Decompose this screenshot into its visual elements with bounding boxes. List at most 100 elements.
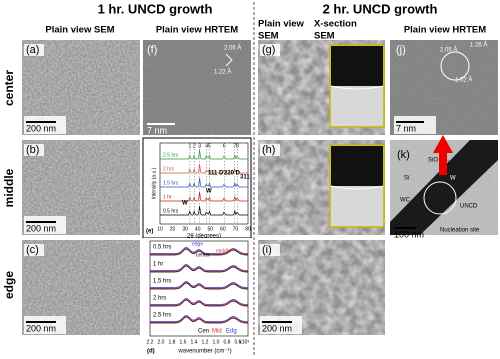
series-label: 0.5 hrs: [163, 208, 179, 214]
raman-trace: [150, 316, 248, 324]
column-title: Plain view HRTEM: [156, 25, 238, 36]
scale-label: 100 nm: [394, 229, 424, 239]
x-tick-label: 1.4: [191, 339, 198, 345]
legend-label: Cen: [198, 329, 209, 335]
series-label: 1 hr: [163, 194, 172, 200]
panel-label: (h): [262, 144, 275, 156]
spacing-label: 1.22 Å: [214, 69, 231, 76]
column-title: Plain view: [258, 19, 305, 30]
x-tick-label: 1.8: [169, 339, 176, 345]
series-label: 2.5 hrs: [153, 313, 171, 319]
label-bg: [24, 216, 66, 234]
peak-label: W: [182, 201, 188, 207]
panel-label: (c): [26, 244, 39, 256]
peak-label: 220 D: [224, 171, 241, 177]
group-title: 2 hr. UNCD growth: [323, 1, 438, 16]
peak-number: 2: [193, 143, 196, 149]
x-tick-label: 30: [182, 226, 188, 232]
raman-trace: [150, 265, 248, 273]
panel-label: (j): [396, 44, 406, 56]
xrd-trace: [160, 205, 248, 216]
raman-trace: [150, 282, 248, 290]
panel-label: (d): [147, 349, 155, 355]
scale-label: 200 nm: [26, 123, 56, 133]
inset-film: [331, 46, 383, 86]
x-tick-label: 2.0: [158, 339, 165, 345]
raman-trace: [150, 248, 248, 256]
red-arrow: [433, 135, 453, 175]
label-bg: [24, 316, 66, 334]
row-label: center: [2, 70, 16, 106]
column-title: Plain view SEM: [45, 25, 114, 36]
x-tick-label: 80: [245, 226, 251, 232]
legend-label: Edg: [226, 329, 237, 335]
plot-frame: [159, 142, 249, 225]
label-bg: [260, 316, 302, 334]
panels: (a) 200 nm (b) 200 nm (c) 200 nm (f) 2.06 Å 1.22…: [22, 40, 498, 335]
x-tick-label: 1.6: [180, 339, 187, 345]
raman-trace: [150, 264, 248, 272]
inset-edge: [330, 185, 384, 190]
scale-label: 200 nm: [26, 223, 56, 233]
chart-bg: [143, 238, 251, 358]
x-tick-label: 50: [208, 226, 214, 232]
panel-label: (g): [262, 44, 275, 56]
panel-label: (b): [26, 144, 39, 156]
scale-label: 200 nm: [26, 323, 56, 333]
raman-trace: [150, 264, 248, 271]
x-tick-label: 0.6: [235, 339, 242, 345]
x-tick-label: 0.8: [224, 339, 231, 345]
peak-number: 8: [236, 143, 239, 149]
annotation: SiO: [428, 158, 438, 164]
series-label: 2.5 hrs: [163, 152, 179, 158]
arrow: [225, 53, 233, 67]
legend-label: Mid: [212, 329, 222, 335]
inset-edge: [330, 85, 384, 90]
annotation: Si: [404, 176, 409, 182]
column-title: X-section: [314, 19, 357, 30]
x-tick-label: 20: [170, 226, 176, 232]
panel-label: (k): [397, 149, 410, 161]
axis-label: Intensity (a.u.): [151, 167, 157, 199]
raman-trace: [150, 281, 248, 288]
annotation: Nucleation site: [440, 228, 480, 234]
label-bg: [260, 244, 280, 256]
label-bg: [24, 116, 66, 134]
axis-label: wavenumber (cm⁻¹): [177, 349, 231, 355]
peak-label: 111 D: [208, 171, 224, 177]
label-bg: [24, 144, 44, 156]
series-label: 1 hr: [153, 262, 163, 268]
panel-label: (e): [146, 229, 153, 235]
xrd-trace: [160, 177, 248, 188]
peak-number: 4: [205, 143, 208, 149]
raman-trace: [150, 299, 248, 307]
column-title: SEM: [258, 31, 279, 42]
grain-outline: [440, 51, 470, 81]
peak-number: 7: [233, 143, 236, 149]
series-label: 1.5 hrs: [153, 279, 171, 285]
panel-label: (i): [262, 244, 272, 256]
group-title: 1 hr. UNCD growth: [98, 1, 213, 16]
scale-label: 200 nm: [262, 323, 292, 333]
raman-trace: [150, 315, 248, 322]
x-tick-label: 60: [220, 226, 226, 232]
series-label: 2 hrs: [153, 296, 166, 302]
xrd-trace: [160, 163, 248, 174]
spacing-label: 1.26 Å: [470, 42, 487, 49]
label-bg: [24, 44, 44, 56]
peak-number: 3: [198, 143, 201, 149]
x-tick-label: 1.0: [213, 339, 220, 345]
column-title: Plain view HRTEM: [404, 25, 486, 36]
x-multiplier: x10³: [239, 339, 249, 345]
annotation: UNCD: [460, 204, 478, 210]
label-bg: [24, 244, 44, 256]
raman-trace: [150, 281, 248, 289]
annotation: W: [450, 176, 456, 182]
row-label: middle: [2, 168, 16, 207]
scale-label: 7 nm: [396, 123, 416, 133]
chart-bg: [142, 137, 252, 239]
nucleation-circle: [423, 181, 457, 215]
panel-label: (a): [26, 44, 39, 56]
label-bg: [260, 44, 280, 56]
